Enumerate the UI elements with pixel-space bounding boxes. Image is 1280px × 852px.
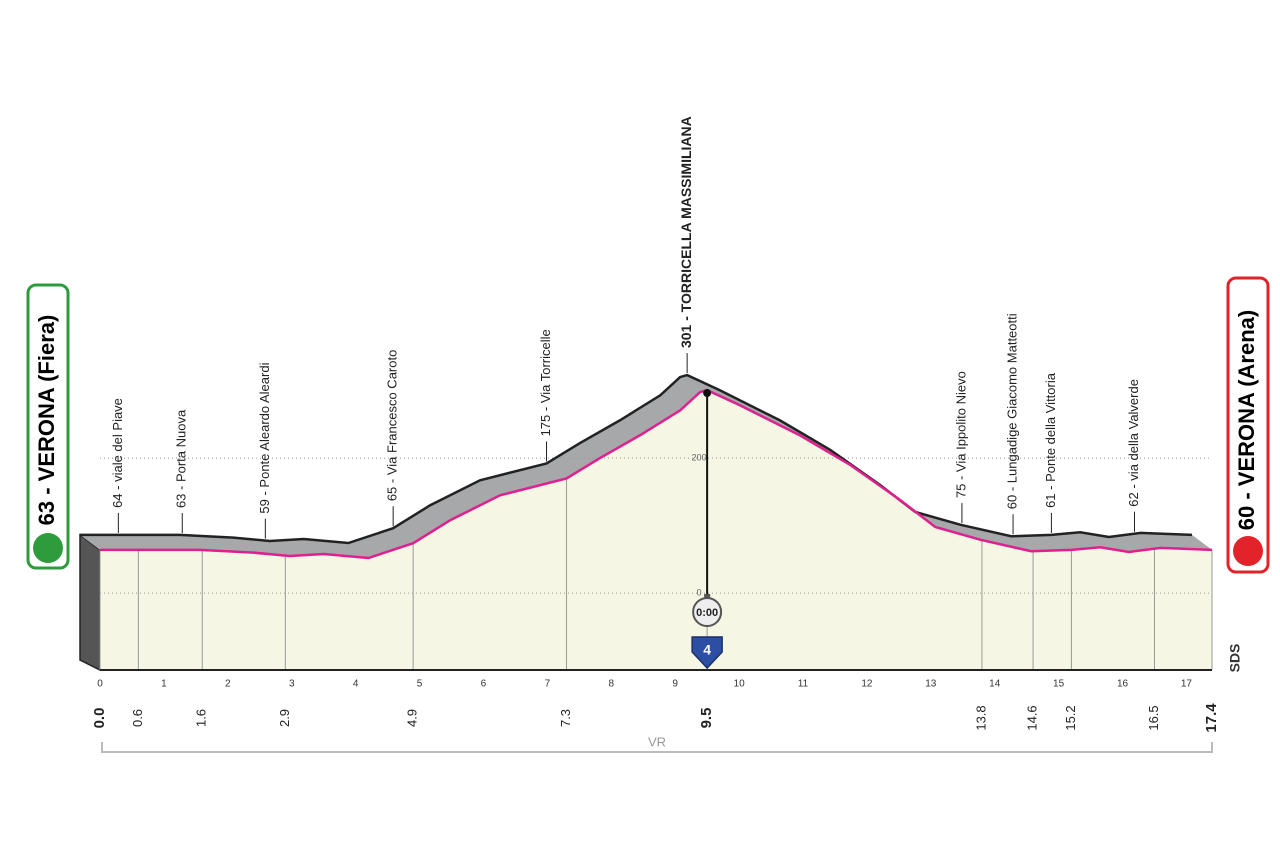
landmark-label: 301 - TORRICELLA MASSIMILIANA	[678, 116, 694, 348]
km-point-label: 9.5	[698, 708, 715, 729]
sector-badge	[691, 636, 723, 670]
finish-icon	[1233, 536, 1263, 566]
profile-top	[80, 373, 1193, 545]
profile-wall	[79, 533, 101, 672]
x-tick-label: 2	[225, 679, 231, 690]
finish-label: 60 - VERONA (Arena)	[1234, 310, 1259, 530]
x-tick-label: 15	[1053, 679, 1065, 690]
landmark-label: 60 - Lungadige Giacomo Matteotti	[1004, 313, 1019, 509]
start-box	[26, 283, 70, 570]
km-point-label: 1.6	[194, 709, 209, 727]
landmark-label: 175 - Via Torricelle	[538, 329, 553, 436]
route-label: VR	[648, 734, 666, 749]
x-tick-label: 4	[353, 679, 359, 690]
y-tick-label: 0	[697, 587, 702, 597]
y-tick-label: 200	[692, 453, 707, 463]
x-tick-label: 6	[481, 679, 487, 690]
x-tick-label: 17	[1181, 679, 1193, 690]
x-tick-label: 1	[161, 679, 167, 690]
start-icon	[33, 533, 63, 563]
km-point-label: 17.4	[1203, 703, 1220, 733]
landmark-label: 62 - via della Valverde	[1126, 379, 1141, 507]
km-point-label: 4.9	[405, 709, 420, 727]
landmark-label: 61 - Ponte della Vittoria	[1043, 372, 1058, 508]
x-tick-label: 10	[734, 679, 746, 690]
x-tick-label: 7	[545, 679, 551, 690]
x-tick-label: 0	[97, 679, 103, 690]
credit: SDS	[1227, 644, 1243, 673]
landmark-label: 63 - Porta Nuova	[174, 409, 189, 508]
km-point-label: 14.6	[1024, 705, 1039, 730]
landmark-label: 65 - Via Francesco Caroto	[385, 350, 400, 502]
landmark-label: 75 - Via Ippolito Nievo	[953, 371, 968, 498]
landmark-label: 59 - Ponte Aleardo Aleardi	[257, 362, 272, 513]
x-tick-label: 14	[989, 679, 1001, 690]
checkpoint-dot	[703, 389, 712, 398]
x-tick-label: 16	[1117, 679, 1129, 690]
profile-area	[100, 390, 1212, 670]
km-point-label: 16.5	[1146, 705, 1161, 730]
route-bracket	[101, 742, 1213, 753]
km-point-label: 2.9	[277, 709, 292, 727]
x-tick-label: 13	[925, 679, 937, 690]
x-tick-label: 5	[417, 679, 423, 690]
checkpoint-sector: 4	[703, 642, 711, 658]
x-tick-label: 12	[861, 679, 873, 690]
km-point-label: 0.6	[130, 709, 145, 727]
km-point-label: 7.3	[558, 709, 573, 727]
checkpoint-time: 0:00	[696, 607, 718, 619]
stopwatch-crown	[704, 594, 711, 598]
km-point-label: 13.8	[973, 705, 988, 730]
profile-line	[100, 388, 1213, 560]
km-point-label: 0.0	[91, 708, 108, 729]
landmark-label: 64 - viale del Piave	[110, 398, 125, 508]
x-tick-label: 9	[672, 679, 678, 690]
profile-shade	[80, 375, 1212, 559]
x-tick-label: 11	[798, 679, 809, 690]
start-label: 63 - VERONA (Fiera)	[34, 315, 59, 526]
x-tick-label: 3	[289, 679, 295, 690]
finish-box	[1226, 276, 1270, 574]
km-point-label: 15.2	[1063, 705, 1078, 730]
x-tick-label: 8	[608, 679, 614, 690]
